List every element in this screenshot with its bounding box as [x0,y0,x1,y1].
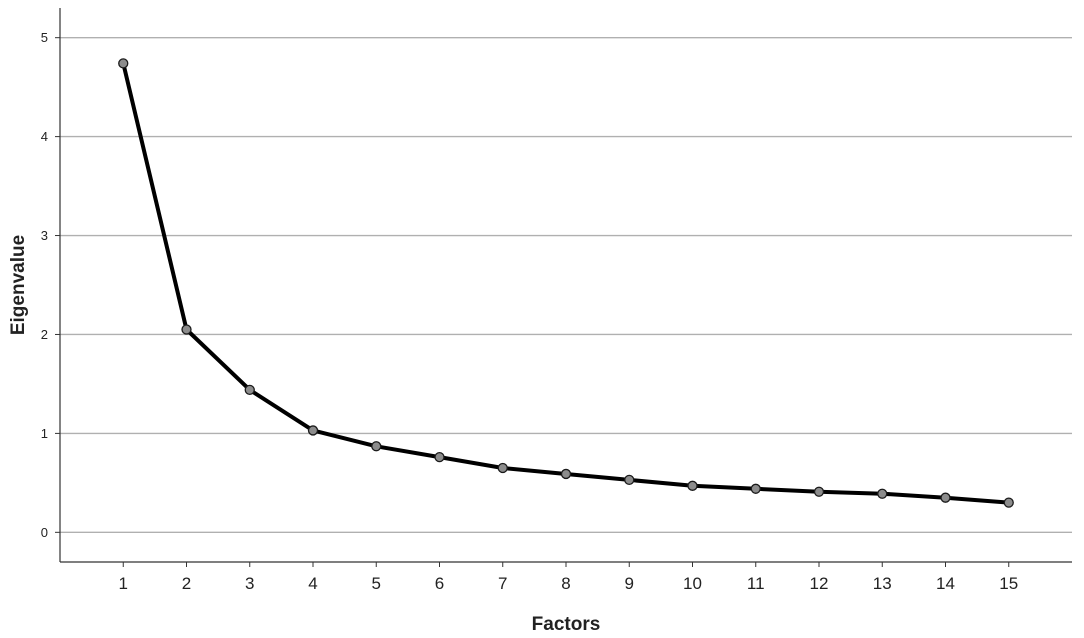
x-tick-label-14: 14 [936,574,955,593]
series-eigenvalue [121,62,1009,505]
y-tick-label-1: 1 [41,426,48,441]
x-tick-label-1: 1 [119,574,128,593]
y-tick-labels: 0 1 2 3 4 5 [41,30,60,540]
grid-lines [60,36,1072,534]
data-point-6 [434,451,445,463]
x-tick-label-7: 7 [498,574,507,593]
data-point-14 [940,492,951,503]
data-point-8 [560,468,572,480]
y-tick-label-3: 3 [41,228,48,243]
data-point-1 [118,58,129,69]
data-point-5 [371,441,382,452]
x-tick-label-12: 12 [810,574,829,593]
x-tick-label-9: 9 [625,574,634,593]
data-point-11 [750,483,761,494]
x-tick-label-11: 11 [747,574,765,593]
data-point-12 [813,486,825,497]
eigenvalue-line [121,62,1009,505]
x-tick-label-4: 4 [308,574,317,593]
data-point-10 [687,480,698,491]
data-point-2 [181,324,192,335]
data-point-4 [307,425,319,436]
x-tick-label-2: 2 [182,574,191,593]
x-tick-label-10: 10 [683,574,702,593]
x-tick-label-6: 6 [435,574,444,593]
data-point-3 [244,384,255,396]
x-tick-label-3: 3 [245,574,254,593]
y-tick-label-0: 0 [41,525,48,540]
data-points [118,58,1014,508]
data-point-13 [877,488,888,499]
x-tick-label-15: 15 [999,574,1018,593]
y-tick-label-2: 2 [41,327,48,342]
data-point-15 [1003,497,1014,508]
y-tick-label-4: 4 [41,129,48,144]
x-tick-label-5: 5 [372,574,381,593]
y-axis-title: Eigenvalue [8,235,29,335]
data-point-7 [497,462,508,474]
y-tick-label-5: 5 [41,30,48,45]
x-tick-labels: 1 2 3 4 5 6 7 8 9 10 11 12 13 14 15 [119,562,1018,593]
x-axis-title: Factors [532,614,601,635]
x-tick-label-8: 8 [561,574,570,593]
data-point-9 [624,474,635,486]
x-tick-label-13: 13 [873,574,892,593]
